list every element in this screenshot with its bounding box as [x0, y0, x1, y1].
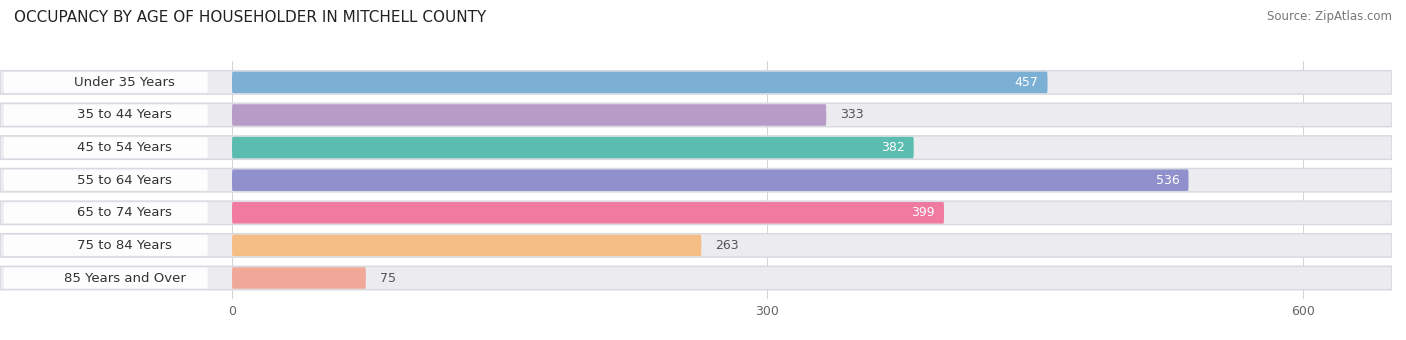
Text: 85 Years and Over: 85 Years and Over: [65, 272, 186, 285]
Text: 65 to 74 Years: 65 to 74 Years: [77, 206, 173, 219]
FancyBboxPatch shape: [232, 72, 1047, 93]
FancyBboxPatch shape: [232, 235, 702, 256]
FancyBboxPatch shape: [0, 234, 1392, 257]
FancyBboxPatch shape: [0, 71, 1392, 94]
FancyBboxPatch shape: [4, 202, 208, 223]
FancyBboxPatch shape: [0, 168, 1392, 192]
FancyBboxPatch shape: [4, 105, 208, 125]
Text: 75: 75: [380, 272, 396, 285]
Text: 45 to 54 Years: 45 to 54 Years: [77, 141, 173, 154]
Text: 55 to 64 Years: 55 to 64 Years: [77, 174, 173, 187]
Text: 399: 399: [911, 206, 935, 219]
Text: 35 to 44 Years: 35 to 44 Years: [77, 108, 173, 121]
FancyBboxPatch shape: [0, 136, 1392, 159]
FancyBboxPatch shape: [4, 72, 208, 93]
FancyBboxPatch shape: [0, 103, 1392, 127]
FancyBboxPatch shape: [4, 235, 208, 256]
Text: 333: 333: [841, 108, 865, 121]
FancyBboxPatch shape: [232, 137, 914, 158]
Text: 536: 536: [1156, 174, 1180, 187]
FancyBboxPatch shape: [232, 267, 366, 289]
FancyBboxPatch shape: [4, 268, 208, 288]
FancyBboxPatch shape: [4, 170, 208, 191]
FancyBboxPatch shape: [0, 266, 1392, 290]
Text: 75 to 84 Years: 75 to 84 Years: [77, 239, 173, 252]
Text: 457: 457: [1015, 76, 1039, 89]
FancyBboxPatch shape: [0, 201, 1392, 224]
Text: Under 35 Years: Under 35 Years: [75, 76, 176, 89]
FancyBboxPatch shape: [232, 169, 1188, 191]
Text: Source: ZipAtlas.com: Source: ZipAtlas.com: [1267, 10, 1392, 23]
Text: 263: 263: [716, 239, 740, 252]
Text: OCCUPANCY BY AGE OF HOUSEHOLDER IN MITCHELL COUNTY: OCCUPANCY BY AGE OF HOUSEHOLDER IN MITCH…: [14, 10, 486, 25]
FancyBboxPatch shape: [232, 104, 827, 126]
FancyBboxPatch shape: [4, 137, 208, 158]
FancyBboxPatch shape: [232, 202, 943, 224]
Text: 382: 382: [882, 141, 905, 154]
